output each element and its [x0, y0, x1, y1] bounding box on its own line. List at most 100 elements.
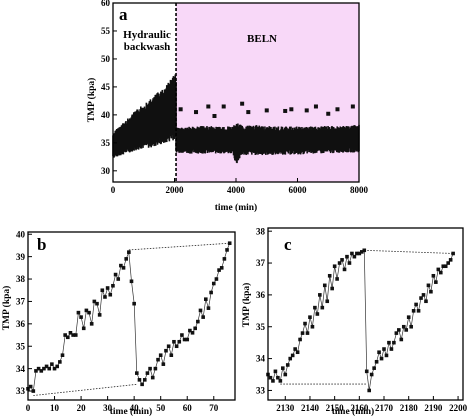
panel-c-data-point — [414, 302, 418, 307]
panel-b-data-point — [135, 371, 139, 375]
panel-b-data-point — [196, 319, 200, 324]
panel-c-data-point — [357, 251, 362, 256]
panel-b-data-point — [129, 279, 134, 284]
panel-b: 0 10 20 30 40 50 60 70 33 34 35 36 37 38 39 40 b time (… — [1, 229, 236, 417]
panel-b-data-point — [34, 369, 38, 373]
panel-c-data-point — [431, 273, 436, 278]
panel-b-data-point — [81, 326, 86, 331]
panel-a-outlier-point — [194, 110, 199, 115]
panel-c-data-point — [424, 299, 428, 304]
panel-b-tmp-line — [27, 243, 231, 393]
panel-c-xtick-label: 2180 — [400, 403, 419, 413]
panel-c-data-point — [335, 277, 339, 281]
panel-b-ytick-label: 34 — [16, 364, 26, 374]
panel-b-data-point — [103, 295, 107, 299]
panel-b-data-point — [174, 344, 179, 349]
panel-b-data-point — [63, 333, 67, 337]
panel-b-data-point — [201, 315, 205, 319]
panel-a-xtick-label: 0 — [111, 185, 116, 195]
panel-b-data-point — [172, 339, 176, 344]
panel-b-data-point — [113, 272, 118, 277]
panel-b-data-point — [84, 308, 89, 313]
panel-c-xtick-label: 2130 — [276, 403, 295, 413]
panel-c-data-point — [325, 299, 330, 304]
panel-b-data-point — [28, 384, 33, 389]
panel-b-data-point — [169, 353, 174, 357]
panel-b-data — [26, 241, 232, 393]
panel-c-data-point — [387, 340, 391, 345]
panel-b-data-point — [148, 366, 152, 371]
panel-c-data-point — [273, 369, 278, 374]
panel-c-ytick-label: 37 — [256, 258, 266, 268]
panel-b-xtick-label: 70 — [209, 403, 219, 413]
panel-c-data-point — [320, 305, 325, 310]
panel-a: 0 2000 4000 6000 8000 30 35 40 45 50 55 60 a Hydrau… — [86, 0, 369, 213]
panel-a-ytick-label: 35 — [101, 138, 111, 148]
annotation-beln: BELN — [247, 33, 277, 45]
panel-a-data — [112, 74, 360, 164]
panel-b-data-point — [66, 335, 70, 340]
panel-c-data-point — [308, 315, 312, 319]
panel-a-outlier-point — [246, 110, 251, 115]
panel-b-ytick-label: 38 — [16, 274, 26, 284]
panel-b-data-point — [142, 378, 147, 382]
panel-c-data-point — [369, 372, 374, 377]
panel-c-data-point — [446, 261, 450, 265]
panel-b-envelope-bottom — [33, 383, 137, 396]
panel-c-data-point — [290, 353, 295, 358]
panel-c-data-point — [318, 293, 322, 297]
panel-a-outlier-point — [335, 107, 340, 112]
panel-c-ytick-label: 38 — [256, 226, 266, 236]
panel-c-data-point — [310, 324, 315, 329]
panel-c-ytick-label: 36 — [256, 290, 266, 300]
panel-a-ytick-label: 40 — [101, 110, 111, 120]
panel-b-xtick-label: 0 — [26, 403, 31, 413]
panel-a-outlier-point — [283, 108, 288, 113]
panel-c-data-point — [281, 366, 285, 370]
panel-b-data-point — [150, 375, 155, 380]
panel-b-ytick-label: 37 — [16, 297, 26, 307]
panel-b-ylabel: TMP (kpa) — [1, 286, 12, 331]
panel-c-data-point — [322, 283, 327, 288]
panel-c-label: c — [284, 235, 292, 254]
panel-b-data-point — [73, 333, 78, 337]
panel-b-data-point — [95, 301, 99, 306]
panel-b-data-point — [158, 353, 163, 357]
panel-c-data-point — [421, 293, 426, 297]
panel-b-data-point — [116, 277, 121, 281]
panel-b-data-point — [105, 286, 110, 290]
panel-c-data-point — [372, 366, 376, 370]
annotation-backwash: backwash — [124, 41, 170, 53]
panel-c-data-point — [337, 261, 342, 265]
panel-c-data-point — [345, 254, 349, 259]
panel-c-data-point — [409, 324, 413, 329]
panel-c-data-point — [276, 375, 280, 380]
panel-b-data-point — [132, 301, 136, 306]
panel-c-data-point — [327, 273, 332, 278]
panel-a-outlier-point — [313, 104, 318, 109]
panel-a-ytick-label: 45 — [101, 82, 111, 92]
panel-b-data-point — [55, 364, 59, 369]
panel-b-data-point — [108, 292, 113, 297]
panel-b-xtick-label: 50 — [156, 403, 166, 413]
panel-b-data-point — [87, 310, 91, 315]
panel-b-ytick-label: 36 — [16, 319, 26, 329]
panel-b-xtick-label: 10 — [50, 403, 60, 413]
panel-c-data-point — [379, 356, 384, 361]
panel-c-data-point — [389, 347, 394, 351]
panel-b-xtick-label: 40 — [130, 403, 140, 413]
panel-a-xtick-label: 6000 — [289, 185, 308, 195]
panel-c-data-point — [377, 350, 381, 355]
panel-c-data-point — [374, 359, 379, 364]
panel-c-ytick-label: 35 — [256, 322, 266, 332]
panel-b-data-point — [180, 333, 184, 337]
panel-b-data-point — [71, 333, 75, 337]
panel-a-label: a — [119, 5, 128, 24]
panel-b-data-point — [44, 364, 49, 369]
panel-b-data-point — [47, 366, 52, 371]
panel-c-data-point — [443, 264, 448, 269]
panel-b-data-point — [227, 241, 232, 245]
panel-a-xlabel: time (min) — [215, 202, 257, 213]
panel-a-outlier-point — [240, 101, 245, 106]
panel-a-outlier-point — [212, 113, 217, 118]
